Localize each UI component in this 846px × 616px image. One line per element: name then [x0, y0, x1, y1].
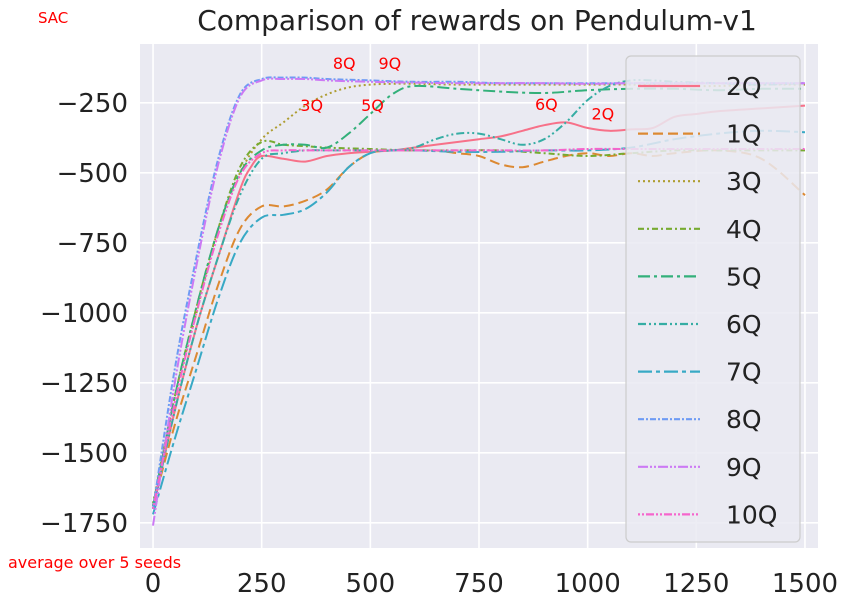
legend-label-9Q: 9Q [726, 453, 762, 482]
x-tick-label: 750 [454, 569, 504, 599]
legend-label-10Q: 10Q [726, 500, 778, 529]
x-tick-label: 500 [346, 569, 396, 599]
x-tick-label: 1500 [772, 569, 838, 599]
legend-label-3Q: 3Q [726, 167, 762, 196]
y-tick-label: −250 [57, 89, 128, 119]
y-tick-label: −750 [57, 229, 128, 259]
x-tick-label: 1250 [663, 569, 729, 599]
annotation-2Q: 2Q [591, 105, 614, 124]
annotation-6Q: 6Q [535, 95, 558, 114]
legend-label-7Q: 7Q [726, 358, 762, 387]
legend-label-1Q: 1Q [726, 120, 762, 149]
legend-label-5Q: 5Q [726, 262, 762, 291]
y-tick-label: −1750 [40, 509, 128, 539]
y-tick-label: −1500 [40, 439, 128, 469]
bottom-note: average over 5 seeds [8, 553, 182, 572]
annotation-9Q: 9Q [379, 54, 402, 73]
x-tick-label: 1000 [555, 569, 621, 599]
x-tick-label: 250 [237, 569, 287, 599]
annotation-8Q: 8Q [333, 54, 356, 73]
legend-box [625, 55, 801, 543]
legend-label-4Q: 4Q [726, 215, 762, 244]
annotation-5Q: 5Q [361, 96, 384, 115]
y-tick-label: −1000 [40, 299, 128, 329]
legend-label-2Q: 2Q [726, 72, 762, 101]
corner-note: SAC [38, 9, 69, 27]
legend-label-6Q: 6Q [726, 310, 762, 339]
chart-title: Comparison of rewards on Pendulum-v1 [197, 4, 757, 37]
annotation-3Q: 3Q [300, 96, 323, 115]
series-line-8Q [152, 76, 805, 509]
y-tick-label: −500 [57, 159, 128, 189]
y-tick-label: −1250 [40, 369, 128, 399]
legend-label-8Q: 8Q [726, 405, 762, 434]
x-tick-label: 0 [145, 569, 162, 599]
